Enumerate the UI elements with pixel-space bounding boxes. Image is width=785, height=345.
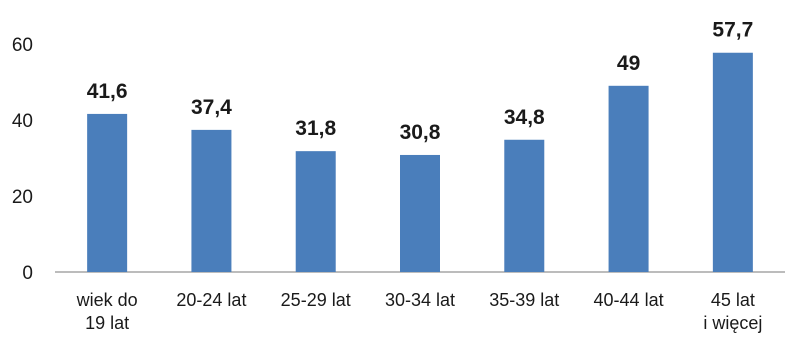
category-label-line: 25-29 lat (281, 290, 351, 310)
bar (608, 85, 649, 272)
category-label: 40-44 lat (594, 290, 664, 310)
category-label: wiek do 19 lat (76, 290, 138, 333)
bar (400, 154, 440, 272)
data-label: 30,8 (400, 121, 441, 144)
data-label: 41,6 (87, 80, 128, 103)
data-label: 57,7 (712, 19, 753, 42)
y-tick-label: 60 (12, 35, 33, 56)
data-label: 37,4 (191, 96, 232, 119)
category-label: 30-34 lat (385, 290, 455, 310)
bar (712, 52, 753, 272)
category-label: 45 lat i więcej (703, 290, 762, 333)
category-label: 35-39 lat (489, 290, 559, 310)
data-label: 34,8 (504, 106, 545, 129)
bar (87, 113, 128, 272)
data-label: 49 (617, 52, 640, 75)
y-tick-label: 20 (12, 187, 33, 208)
data-label: 31,8 (295, 117, 336, 140)
labels-group: 41,6 wiek do 19 lat 37,4 20-24 lat 31,8 25-29 … (76, 19, 763, 333)
category-label-line: i więcej (703, 313, 762, 333)
category-label-line: 30-34 lat (385, 290, 455, 310)
category-label-line: 20-24 lat (176, 290, 246, 310)
y-tick-label: 0 (22, 263, 33, 284)
category-label-line: 40-44 lat (594, 290, 664, 310)
category-label-line: 19 lat (85, 313, 129, 333)
category-label-line: 45 lat (711, 290, 755, 310)
bar (504, 139, 545, 272)
bar (191, 129, 232, 272)
category-label-line: 35-39 lat (489, 290, 559, 310)
category-label: 20-24 lat (176, 290, 246, 310)
y-tick-label: 40 (12, 111, 33, 132)
category-label-line: wiek do (76, 290, 138, 310)
bars-group (87, 52, 753, 272)
category-label: 25-29 lat (281, 290, 351, 310)
axis-group: 0 20 40 60 (12, 35, 785, 284)
bar (295, 151, 336, 272)
